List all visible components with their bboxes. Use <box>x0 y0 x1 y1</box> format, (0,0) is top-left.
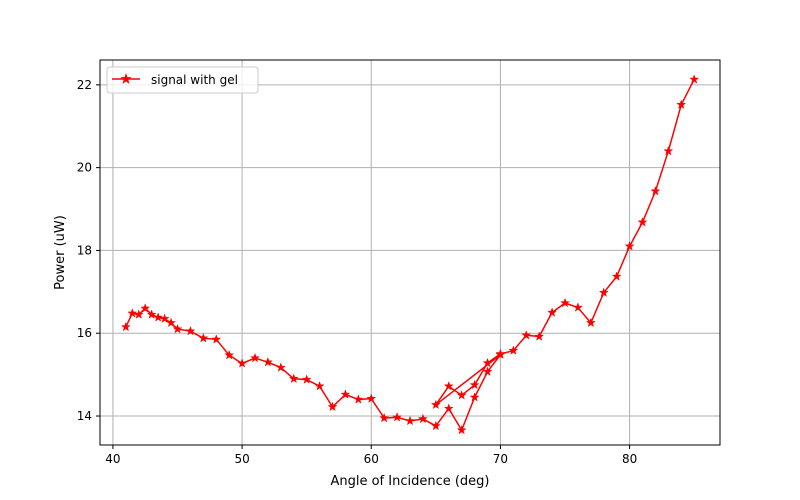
data-point <box>301 374 312 384</box>
x-axis-label: Angle of Incidence (deg) <box>330 474 489 489</box>
legend-label: signal with gel <box>151 73 238 87</box>
data-point <box>559 297 571 308</box>
data-point <box>456 424 467 435</box>
x-tick-label: 80 <box>622 452 637 466</box>
data-point <box>224 349 235 360</box>
data-point <box>366 393 377 403</box>
data-point <box>443 380 454 391</box>
y-tick-label: 22 <box>77 78 92 92</box>
data-point <box>127 308 138 318</box>
data-point <box>153 312 164 322</box>
data-point <box>469 392 480 402</box>
data-point <box>637 217 648 227</box>
y-tick-label: 20 <box>77 161 92 175</box>
y-tick-label: 14 <box>77 409 92 423</box>
y-tick-label: 16 <box>77 326 92 340</box>
data-point <box>159 313 170 323</box>
data-point <box>611 271 622 281</box>
data-point <box>624 241 635 251</box>
data-point <box>211 334 222 344</box>
data-point <box>482 357 493 368</box>
data-point <box>353 394 364 404</box>
data-point <box>547 307 558 317</box>
plot-frame <box>99 59 721 446</box>
y-tick-label: 18 <box>77 243 92 257</box>
x-tick-label: 50 <box>234 452 249 466</box>
data-point <box>404 415 416 426</box>
data-point <box>379 412 390 423</box>
data-point <box>392 411 403 422</box>
x-tick-label: 40 <box>105 452 120 466</box>
data-point <box>469 379 480 390</box>
data-point <box>585 317 596 328</box>
series-layer <box>120 74 700 435</box>
data-point <box>443 403 454 413</box>
data-point <box>185 325 196 336</box>
data-point <box>430 399 441 410</box>
data-point <box>249 352 261 363</box>
data-point <box>172 323 183 334</box>
data-point <box>508 345 519 355</box>
data-point <box>676 99 687 109</box>
data-point <box>521 330 532 340</box>
data-point <box>262 356 273 367</box>
data-point <box>534 331 545 341</box>
data-point <box>198 332 209 343</box>
data-point <box>140 303 151 313</box>
data-point <box>482 366 493 376</box>
data-point <box>120 321 131 332</box>
legend-box <box>106 66 259 94</box>
y-axis: 14 16 18 20 22 <box>77 78 100 423</box>
x-axis: 40 50 60 70 80 <box>105 445 637 466</box>
y-axis-label: Power (uW) <box>53 215 68 290</box>
x-tick-label: 70 <box>493 452 508 466</box>
data-point <box>572 302 583 312</box>
data-point <box>417 413 428 424</box>
data-point <box>327 401 338 412</box>
data-point <box>340 389 351 399</box>
legend-marker <box>120 72 132 84</box>
data-point <box>314 380 325 391</box>
data-point <box>598 287 609 297</box>
data-point <box>237 358 248 368</box>
data-point <box>275 362 286 372</box>
series-line <box>125 79 695 431</box>
data-point <box>430 420 441 431</box>
data-point <box>146 309 157 319</box>
data-point <box>689 74 700 84</box>
data-point <box>288 373 299 384</box>
data-point <box>650 185 661 196</box>
data-point <box>663 145 674 156</box>
data-point <box>495 348 506 359</box>
x-tick-label: 60 <box>364 452 379 466</box>
legend: signal with gel <box>106 66 259 94</box>
data-point <box>166 317 177 328</box>
data-point <box>133 309 144 319</box>
data-point <box>456 390 467 400</box>
